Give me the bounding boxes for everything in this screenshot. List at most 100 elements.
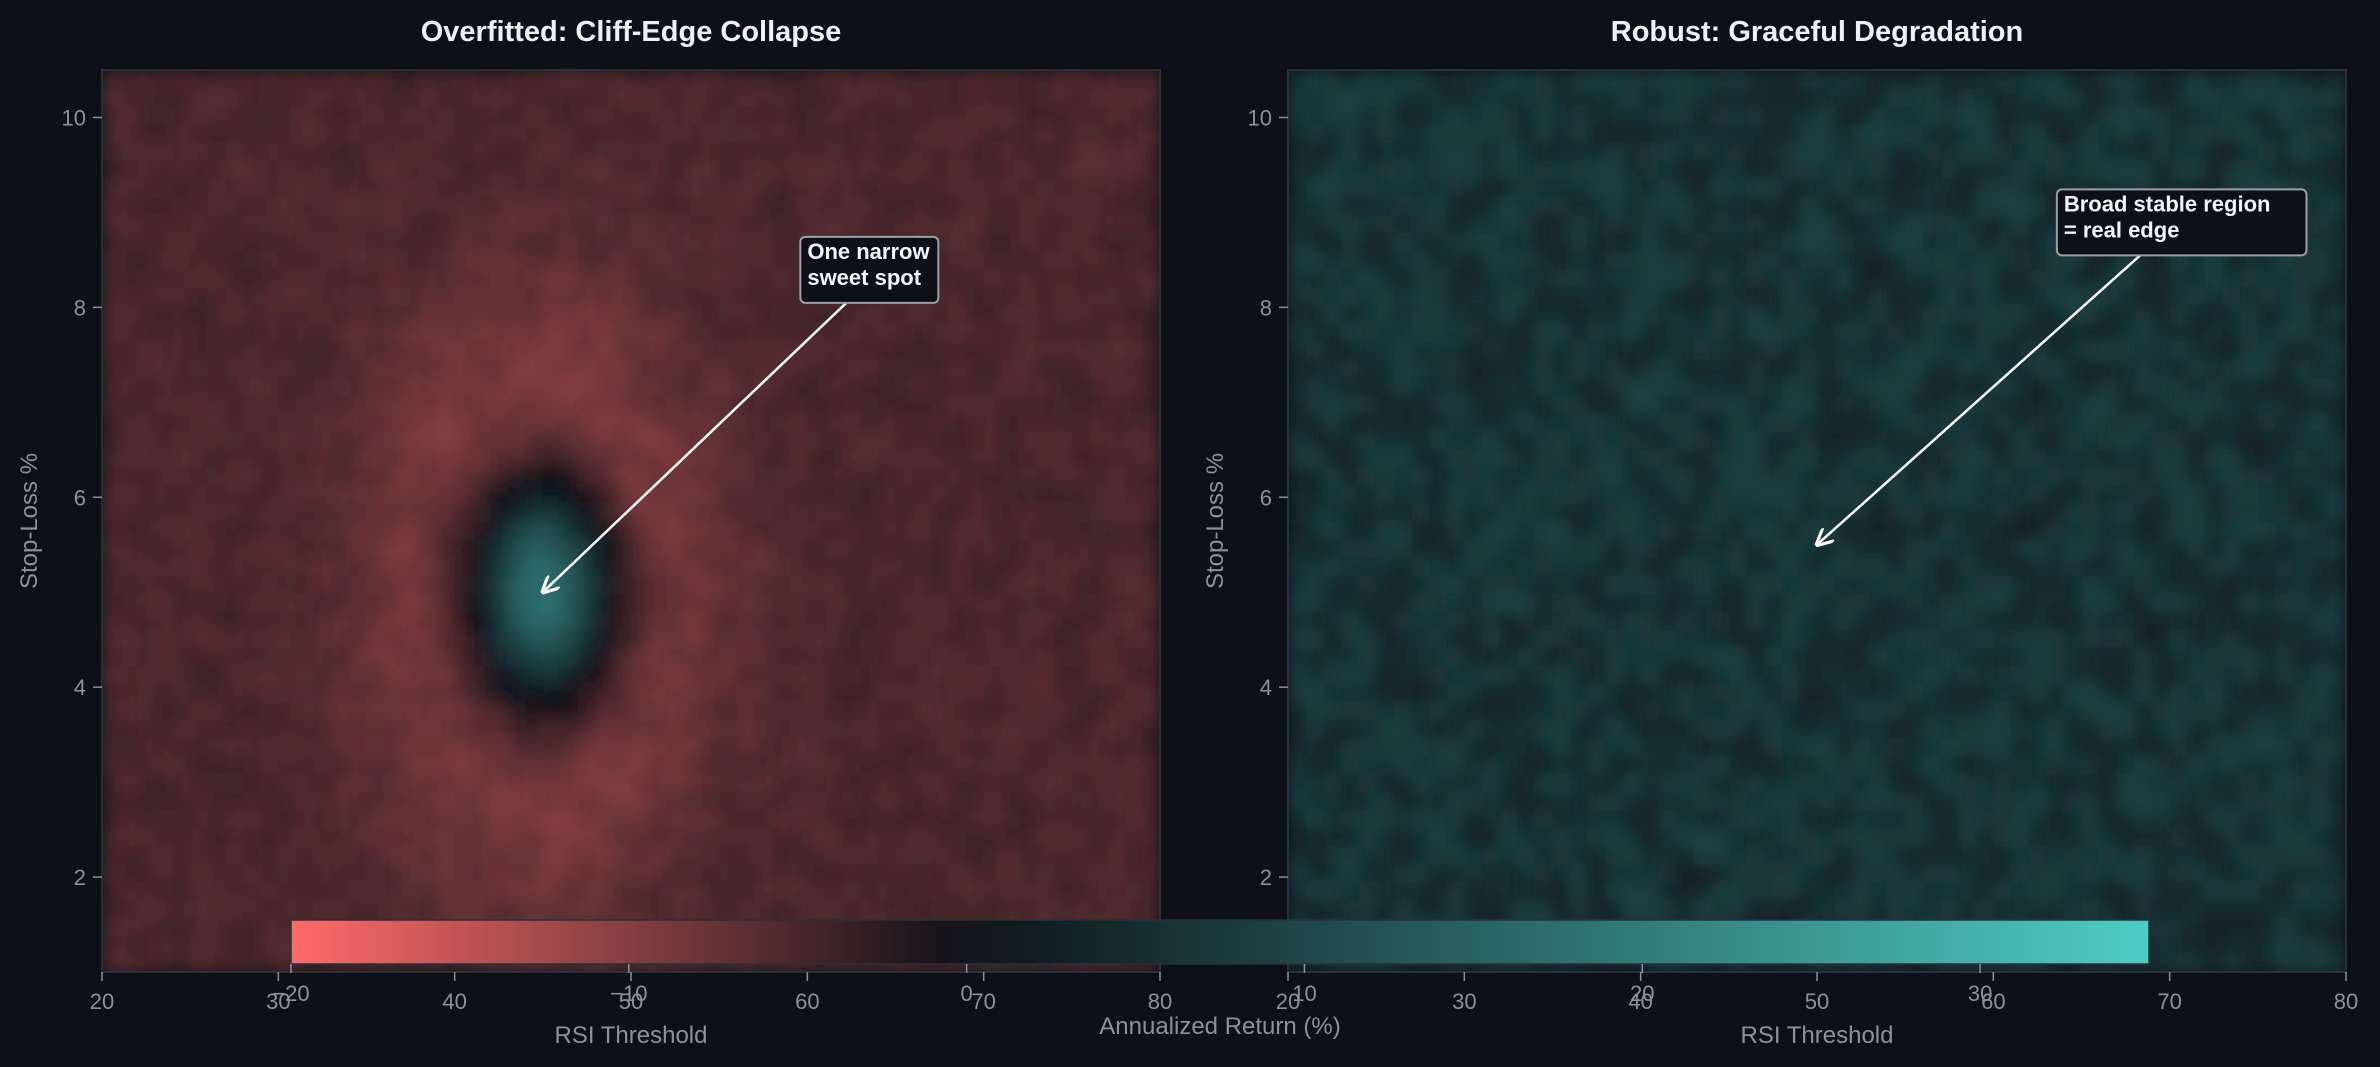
heatmap-cell: [331, 322, 350, 342]
heatmap-cell: [683, 322, 703, 342]
heatmap-cell: [2010, 863, 2030, 883]
heatmap-cell: [701, 340, 720, 360]
heatmap-cell: [683, 250, 703, 270]
heatmap-cell: [2152, 484, 2171, 504]
heatmap-cell: [1323, 502, 1342, 522]
heatmap-cell: [648, 881, 667, 901]
heatmap-cell: [472, 773, 491, 793]
heatmap-cell: [1781, 412, 1800, 432]
heatmap-cell: [278, 466, 297, 486]
heatmap-cell: [1605, 719, 1624, 739]
heatmap-cell: [807, 142, 826, 161]
heatmap-cell: [719, 196, 738, 215]
heatmap-cell: [648, 611, 667, 630]
heatmap-cell: [489, 484, 509, 504]
heatmap-cell: [1036, 881, 1055, 901]
heatmap-cell: [754, 502, 773, 522]
heatmap-cell: [1869, 430, 1889, 450]
heatmap-cell: [1018, 791, 1038, 811]
heatmap-cell: [1658, 575, 1677, 594]
heatmap-cell: [384, 286, 403, 306]
heatmap-cell: [1993, 755, 2012, 775]
heatmap-cell: [983, 629, 1002, 648]
heatmap-cell: [384, 430, 403, 450]
heatmap-cell: [1323, 791, 1342, 811]
heatmap-cell: [260, 863, 279, 883]
heatmap-cell: [348, 827, 368, 847]
heatmap-cell: [1054, 629, 1073, 648]
heatmap-cell: [1481, 773, 1501, 793]
heatmap-cell: [1107, 737, 1126, 757]
heatmap-cell: [895, 70, 914, 89]
heatmap-cell: [1089, 502, 1108, 522]
heatmap-cell: [948, 701, 967, 721]
heatmap-cell: [1107, 701, 1126, 721]
heatmap-cell: [1711, 557, 1730, 576]
heatmap-cell: [1499, 484, 1518, 504]
heatmap-cell: [1499, 376, 1518, 396]
heatmap-cell: [225, 70, 244, 89]
heatmap-cell: [401, 250, 420, 270]
heatmap-cell: [2099, 412, 2118, 432]
heatmap-cell: [154, 719, 174, 739]
heatmap-cell: [1142, 304, 1160, 324]
heatmap-cell: [1358, 845, 1377, 865]
heatmap-cell: [1481, 683, 1501, 702]
heatmap-cell: [454, 484, 473, 504]
heatmap-cell: [1089, 466, 1108, 486]
heatmap-cell: [2169, 448, 2188, 468]
heatmap-cell: [278, 196, 297, 215]
heatmap-cell: [736, 809, 756, 829]
heatmap-cell: [1852, 845, 1871, 865]
heatmap-cell: [1869, 755, 1889, 775]
heatmap-cell: [437, 466, 456, 486]
heatmap-cell: [1852, 593, 1871, 612]
heatmap-cell: [2063, 448, 2083, 468]
heatmap-cell: [648, 899, 667, 919]
heatmap-cell: [1142, 178, 1160, 197]
heatmap-cell: [948, 214, 967, 233]
heatmap-cell: [1658, 557, 1677, 576]
heatmap-cell: [2222, 773, 2241, 793]
heatmap-cell: [1001, 502, 1020, 522]
heatmap-cell: [772, 178, 791, 197]
heatmap-cell: [1464, 719, 1483, 739]
heatmap-cell: [1887, 845, 1906, 865]
heatmap-cell: [578, 286, 597, 306]
heatmap-cell: [313, 106, 332, 125]
heatmap-cell: [789, 755, 808, 775]
heatmap-cell: [1429, 809, 1448, 829]
heatmap-cell: [1107, 575, 1126, 594]
heatmap-cell: [648, 376, 667, 396]
heatmap-cell: [225, 935, 244, 955]
heatmap-cell: [1993, 557, 2012, 576]
heatmap-cell: [754, 755, 773, 775]
heatmap-cell: [437, 773, 456, 793]
heatmap-cell: [172, 665, 191, 684]
heatmap-cell: [966, 124, 985, 143]
heatmap-cell: [666, 484, 685, 504]
heatmap-cell: [578, 196, 597, 215]
heatmap-cell: [860, 521, 879, 540]
heatmap-cell: [860, 755, 879, 775]
heatmap-cell: [1142, 160, 1160, 179]
heatmap-cell: [542, 196, 562, 215]
heatmap-cell: [913, 827, 932, 847]
heatmap-cell: [683, 412, 703, 432]
heatmap-cell: [701, 737, 720, 757]
heatmap-cell: [2046, 719, 2065, 739]
heatmap-cell: [295, 539, 315, 558]
heatmap-cell: [613, 412, 632, 432]
heatmap-cell: [983, 88, 1002, 107]
heatmap-cell: [1975, 466, 1994, 486]
heatmap-cell: [2328, 466, 2346, 486]
heatmap-cell: [1781, 430, 1800, 450]
heatmap-cell: [877, 430, 897, 450]
heatmap-cell: [1852, 881, 1871, 901]
heatmap-cell: [807, 484, 826, 504]
heatmap-cell: [1071, 106, 1091, 125]
heatmap-cell: [772, 376, 791, 396]
heatmap-cell: [1746, 484, 1765, 504]
heatmap-cell: [225, 160, 244, 179]
heatmap-cell: [595, 88, 614, 107]
